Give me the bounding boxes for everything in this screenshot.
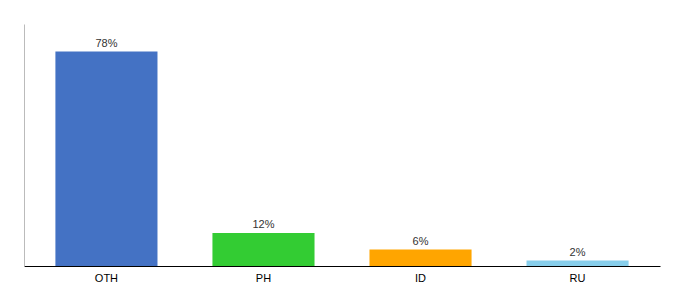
bar bbox=[527, 261, 629, 267]
x-tick-label: OTH bbox=[95, 272, 118, 284]
y-axis-line bbox=[24, 25, 25, 267]
chart-svg: 78% 12% 6% 2% OTH PH ID RU bbox=[0, 0, 680, 300]
data-label: 6% bbox=[413, 235, 429, 247]
bars bbox=[55, 52, 628, 267]
x-axis: OTH PH ID RU bbox=[25, 267, 661, 284]
x-tick-label: ID bbox=[415, 272, 426, 284]
data-label: 2% bbox=[570, 246, 586, 258]
plot-area: 78% 12% 6% 2% OTH PH ID RU bbox=[25, 25, 661, 284]
bar bbox=[212, 233, 314, 266]
x-tick-label: RU bbox=[570, 272, 586, 284]
x-tick-label: PH bbox=[256, 272, 271, 284]
x-tick: ID bbox=[415, 272, 426, 284]
x-axis-line bbox=[25, 266, 661, 267]
chart-container: 78% 12% 6% 2% OTH PH ID RU bbox=[0, 0, 680, 300]
x-tick: PH bbox=[256, 272, 271, 284]
data-label: 78% bbox=[95, 37, 117, 49]
x-tick: OTH bbox=[95, 272, 118, 284]
data-labels: 78% 12% 6% 2% bbox=[95, 37, 585, 258]
bar bbox=[55, 52, 157, 267]
x-tick: RU bbox=[570, 272, 586, 284]
y-axis bbox=[24, 25, 25, 267]
bar bbox=[369, 250, 471, 267]
data-label: 12% bbox=[252, 218, 274, 230]
